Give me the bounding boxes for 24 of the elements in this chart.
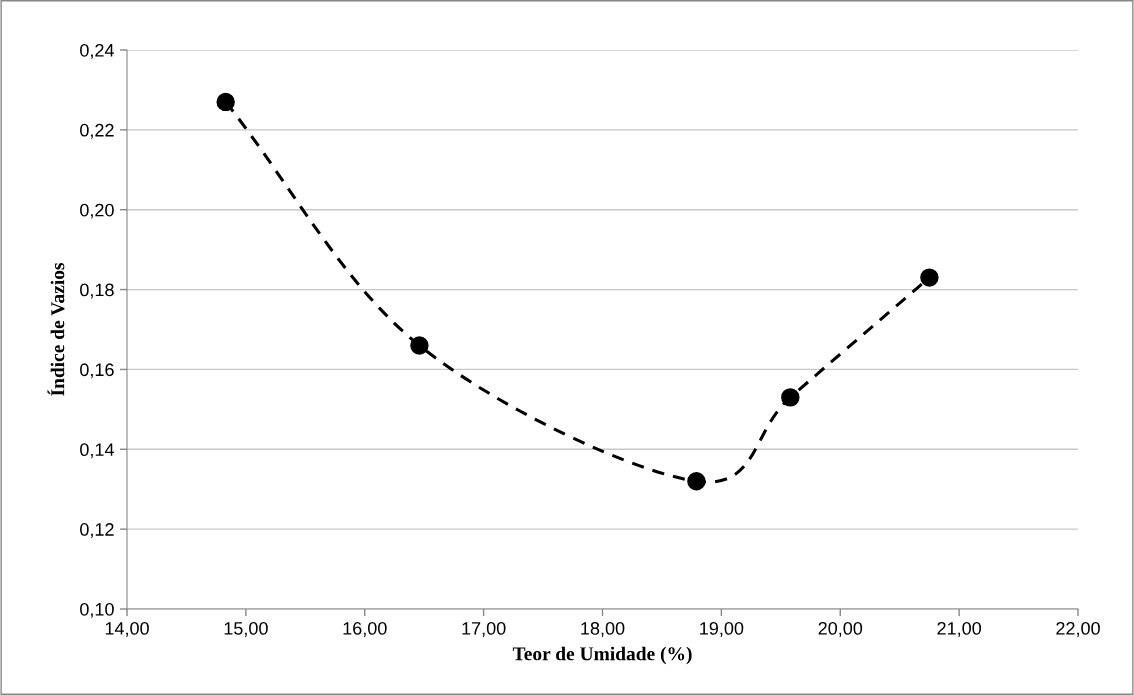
x-axis-title: Teor de Umidade (%) <box>512 646 692 665</box>
x-tick-label: 16,00 <box>343 621 387 637</box>
point <box>216 92 235 112</box>
y-axis-title: Índice de Vazios <box>47 262 65 396</box>
y-tick-label: 0,12 <box>80 523 114 538</box>
y-tick-label: 0,16 <box>80 363 114 379</box>
point <box>920 268 939 287</box>
y-tick-label: 0,18 <box>80 283 114 299</box>
x-tick-label: 21,00 <box>937 621 982 637</box>
point <box>687 472 706 491</box>
x-tick-label: 18,00 <box>581 621 625 637</box>
point <box>410 336 429 355</box>
y-tick-label: 0,24 <box>80 43 114 59</box>
point <box>781 388 800 407</box>
x-tick-label: 22,00 <box>1056 621 1100 637</box>
y-tick-label: 0,22 <box>80 123 114 139</box>
x-tick-label: 17,00 <box>462 621 506 637</box>
y-tick-label: 0,20 <box>80 203 114 219</box>
x-tick-label: 14,00 <box>105 621 149 637</box>
y-tick-label: 0,14 <box>80 443 114 459</box>
y-tick-label: 0,10 <box>80 602 114 618</box>
x-tick-label: 15,00 <box>224 621 268 637</box>
x-tick-label: 20,00 <box>818 621 863 637</box>
x-tick-label: 19,00 <box>700 621 744 637</box>
